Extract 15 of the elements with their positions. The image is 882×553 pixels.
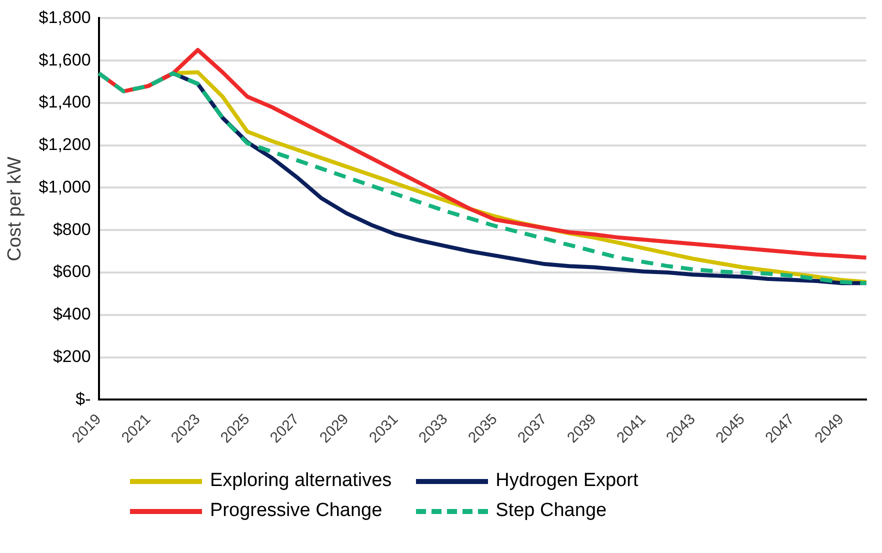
y-tick-label: $600	[52, 262, 91, 282]
legend-label: Exploring alternatives	[210, 470, 392, 492]
y-tick-label: $1,400	[38, 92, 91, 112]
y-tick-label: $-	[76, 389, 91, 408]
y-tick-label: $400	[52, 304, 91, 324]
y-tick-label: $1,600	[38, 50, 91, 70]
y-tick-label: $200	[52, 346, 91, 366]
legend-label: Step Change	[496, 500, 607, 522]
legend-label: Hydrogen Export	[496, 470, 638, 492]
y-tick-label: $1,800	[38, 8, 91, 27]
legend-label: Progressive Change	[210, 500, 382, 522]
y-tick-label: $1,200	[38, 135, 91, 154]
y-tick-label: $800	[52, 220, 91, 239]
y-tick-label: $1,000	[38, 177, 91, 196]
y-axis-title: Cost per kW	[4, 156, 26, 262]
